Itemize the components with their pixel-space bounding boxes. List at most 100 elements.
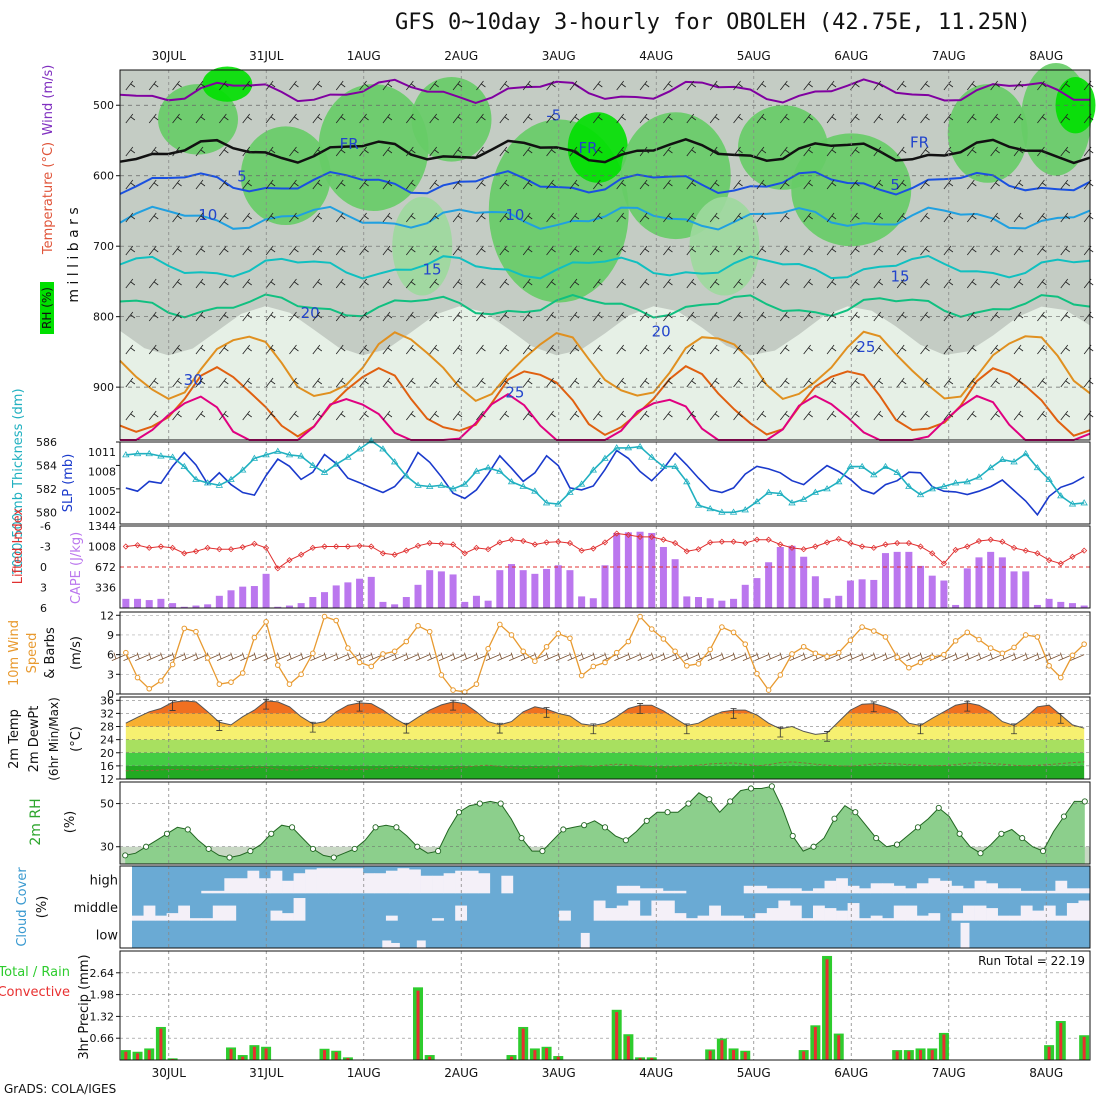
wind-barb [406,377,416,388]
wind-barb [219,377,229,388]
cape-bar [893,551,901,608]
thickness-point [472,467,481,474]
rh-point [998,830,1005,837]
date-label-bottom: 3AUG [542,1066,576,1080]
wind-barb [803,245,813,256]
cloud-middle-bar [789,905,802,921]
credit-text: GrADS: COLA/IGES [4,1082,117,1096]
wind-barb [429,212,439,223]
wind-speed-point [251,634,258,641]
temp-label-1: 2m Temp [7,709,22,769]
cloud-high-bar [1078,888,1091,894]
wind-barb [242,146,252,157]
precip-convective-bar [919,1050,923,1060]
wind-speed-point [917,659,924,666]
wind-barb [803,179,813,190]
wind-barb [499,377,510,388]
wind-frame [119,611,1091,695]
lifted-index-point [788,544,796,551]
wind-barb [289,80,299,91]
wind-barb [148,410,159,421]
precip-tick-label: 1.32 [90,1010,115,1023]
wind-barb [242,179,252,190]
cloud-middle-bar [639,915,652,921]
thickness-point [799,495,808,502]
wind-speed-point [298,671,304,678]
wind-barb [592,80,603,91]
wind-barb [406,80,416,91]
wind-barb [242,344,252,355]
wind-barb [639,344,650,355]
temp-color-band [125,713,1085,727]
wind-barb [219,245,229,256]
cape-bar [1010,571,1018,608]
wind-barb [219,146,229,157]
cape-bar [765,562,773,608]
wind-barb [522,80,533,91]
thickness-point [157,452,165,459]
cape-bar [1045,598,1053,608]
wind-barb [219,80,229,91]
wind-barb [195,344,206,355]
wind-barb [499,410,510,421]
wind-barb [943,245,954,256]
wind-speed-point [485,645,491,652]
thickness-point [203,479,212,486]
wind-barb [943,377,954,388]
thickness-point [835,478,843,485]
cape-bar [1022,571,1030,608]
wind-barb [359,113,369,124]
wind-barb [733,245,743,256]
cape-bar [800,556,808,608]
cape-bar [1057,601,1065,608]
cloud-high-bar [258,878,271,894]
thickness-point [145,449,153,457]
rh-point [330,854,337,861]
cape-bar [508,564,516,608]
date-axes: 30JUL 30JUL 31JUL 31JUL 1AUG 1AUG 2AUG 2AUG 3AUG… [152,49,1064,1080]
thickness-point [788,499,796,506]
thickness-point [1068,500,1077,507]
lifted-index-point [613,530,620,537]
cape-bar [285,605,293,608]
wind-speed-point [345,645,351,651]
temperature-legend-label: Temperature (°C) [41,142,56,255]
rh-point [163,830,170,837]
wind-barb [779,377,790,388]
cloud-high-bar [224,878,237,894]
lifted-index-point [894,540,901,547]
cape-bar [624,532,632,608]
rh-point [205,845,212,852]
rh-legend-swatch [40,282,54,334]
rh-label: 2m RH [28,798,44,845]
thickness-tick-label: 586 [36,436,57,449]
wind-barb [522,377,533,388]
wind-barb [826,113,837,124]
wind-barb [966,212,977,223]
wind-speed-point [567,635,573,642]
thickness-point [285,451,294,458]
wind-barb [476,377,486,388]
rh-area [689,196,760,296]
cape-bar [905,551,913,608]
wind-barb [195,245,206,256]
wind-barb [569,245,580,256]
precip-convective-bar [813,1026,817,1060]
wind-barb [966,245,977,256]
cloud-row-label-low: low [96,928,119,943]
wind-barb [382,212,393,223]
rh-point [768,783,775,790]
wind-barb [509,652,524,662]
precip-convective-bar [323,1050,327,1060]
cloud-middle-bar [662,900,675,921]
cape-bar [753,578,761,608]
wind-speed-point [473,681,480,687]
wind-speed-point [976,636,982,643]
wind-barb [990,278,1000,289]
minmax-bar [169,700,176,711]
wind-barb [569,179,580,190]
lifted-index-point [344,543,351,550]
wind-barb [406,212,416,223]
wind-barb [871,652,886,662]
wind-speed-point [228,679,234,685]
